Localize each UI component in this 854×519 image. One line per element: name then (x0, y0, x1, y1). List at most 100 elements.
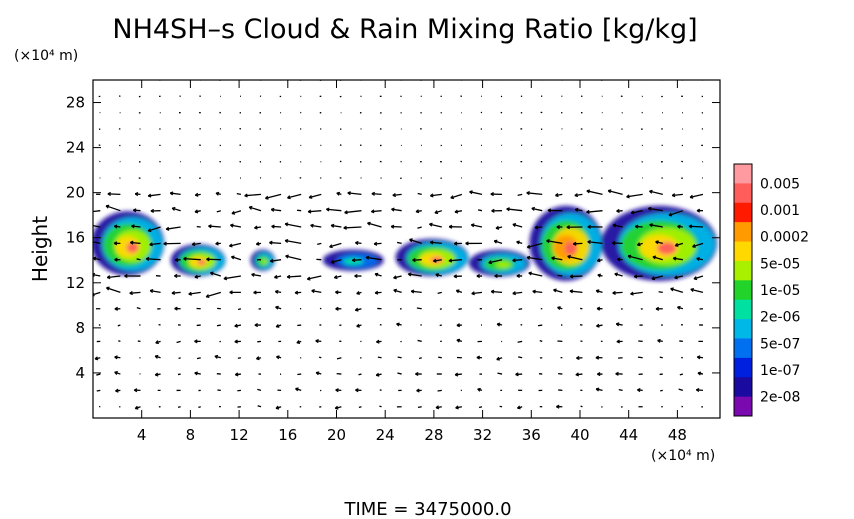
wind-arrow (672, 193, 683, 197)
wind-arrow-head (547, 208, 552, 213)
wind-arrow-head (254, 323, 258, 328)
wind-arrow-head (636, 242, 641, 247)
wind-arrow-head (171, 206, 176, 211)
wind-arrow-head (183, 256, 187, 261)
wind-arrow-head (286, 274, 291, 279)
wind-arrow-head (194, 371, 198, 376)
wind-arrow (147, 226, 161, 232)
wind-arrow (391, 208, 402, 212)
wind-arrow (433, 259, 442, 262)
wind-arrow-head (652, 255, 657, 260)
wind-arrow-head (229, 290, 233, 295)
wind-arrow-head (329, 244, 333, 249)
wind-arrow-head (306, 276, 311, 281)
wind-arrow-head (695, 387, 700, 393)
wind-arrow (329, 242, 342, 248)
wind-arrow (107, 275, 121, 279)
x-tick-label: 40 (570, 426, 589, 444)
x-tick-label: 24 (376, 426, 395, 444)
wind-arrow (257, 388, 262, 392)
wind-arrow-head (234, 372, 239, 377)
wind-arrow-head (113, 224, 118, 229)
wind-arrow (93, 210, 101, 213)
wind-arrow (93, 291, 101, 296)
wind-arrow (612, 224, 623, 228)
wind-arrow-head (551, 256, 555, 261)
wind-arrow (469, 191, 483, 195)
wind-arrow (693, 275, 704, 280)
wind-arrow-head (124, 273, 128, 279)
wind-arrow-head (670, 287, 674, 292)
cloud-contour (197, 259, 207, 266)
colorbar-frame (733, 163, 753, 417)
wind-arrow-head (174, 273, 178, 278)
wind-arrow-head (208, 224, 212, 229)
wind-arrow (105, 205, 121, 212)
wind-arrow (429, 223, 442, 228)
colorbar-swatch (734, 396, 752, 417)
colorbar-label: 0.001 (760, 203, 800, 219)
wind-arrow-head (88, 224, 91, 227)
x-axis-ticks: 4 8 12 16 20 24 28 32 36 40 44 48 (137, 80, 687, 444)
colorbar-label: 5e-05 (760, 256, 800, 272)
cloud-contour (657, 242, 677, 255)
wind-arrow-head (454, 209, 459, 214)
wind-arrow (331, 259, 342, 264)
wind-arrow-head (390, 224, 395, 229)
wind-arrow-head (254, 225, 258, 230)
wind-arrow-head (697, 371, 702, 376)
wind-arrow (412, 259, 422, 261)
wind-arrow-head (310, 223, 314, 228)
wind-arrow-head (528, 271, 533, 276)
wind-arrow (649, 190, 663, 195)
wind-arrow-head (586, 209, 590, 215)
wind-arrow-head (595, 289, 600, 294)
wind-arrow (674, 275, 684, 279)
wind-arrow-head (194, 339, 198, 344)
wind-arrow-head (315, 339, 319, 344)
wind-arrow (117, 324, 121, 327)
wind-arrow-head (205, 294, 210, 299)
wind-arrow (336, 357, 342, 360)
wind-arrow (557, 274, 563, 277)
wind-arrow-head (689, 194, 694, 199)
wind-arrow-head (354, 307, 359, 312)
wind-arrow-head (617, 257, 621, 262)
wind-arrow (131, 225, 141, 228)
wind-arrow-head (134, 405, 139, 410)
wind-arrow-head (587, 224, 591, 229)
colorbar-label: 2e-08 (760, 390, 800, 406)
wind-arrow (379, 389, 382, 392)
wind-arrow-head (506, 207, 510, 212)
wind-arrow-head (671, 193, 676, 198)
wind-arrow-head (374, 272, 379, 277)
wind-arrow-head (274, 274, 278, 279)
wind-arrow-head (556, 404, 560, 409)
wind-arrow (512, 223, 523, 228)
wind-arrow (176, 340, 181, 344)
wind-arrow (471, 291, 483, 295)
wind-arrow (366, 256, 382, 261)
wind-arrow (192, 242, 201, 246)
wind-arrow (652, 256, 663, 261)
wind-arrow-head (649, 189, 653, 194)
wind-arrow-head (668, 212, 673, 217)
wind-arrow-head (429, 240, 434, 245)
colorbar-swatch (734, 280, 752, 301)
wind-arrow (630, 291, 643, 295)
cloud-contour (126, 242, 139, 253)
wind-arrow (171, 291, 181, 294)
y-axis-ticks: 4 8 12 16 20 24 28 (66, 94, 720, 382)
wind-arrow-head (155, 340, 159, 345)
wind-arrow-head (194, 274, 199, 279)
wind-arrow (287, 193, 302, 199)
wind-arrow (569, 290, 583, 294)
wind-arrow-head (150, 208, 155, 213)
wind-arrow (317, 242, 322, 246)
wind-arrow (358, 406, 362, 408)
wind-arrow (450, 193, 463, 199)
wind-arrow (216, 210, 222, 213)
colorbar-label: 0.005 (760, 176, 800, 192)
wind-arrow-head (647, 206, 652, 211)
